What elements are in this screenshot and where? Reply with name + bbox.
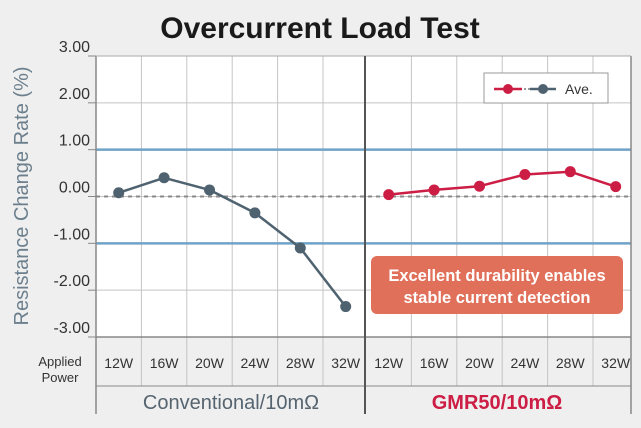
series-line-gmr50 <box>388 170 617 196</box>
data-point-gmr50-20W <box>474 180 485 192</box>
data-point-gmr50-24W <box>519 168 531 180</box>
y-tick-label: -1.00 <box>54 226 91 243</box>
x-tick-label-gmr50: 12W <box>374 355 404 371</box>
annotation-box <box>371 256 623 314</box>
y-tick-labels: 3.00 2.00 1.00 0.00 -1.00 -2.00 -3.00 <box>54 39 91 337</box>
x-tick-label-conventional: 32W <box>331 355 361 371</box>
data-point-gmr50-28W <box>564 166 576 178</box>
y-axis-label: Resistance Change Rate (%) <box>11 66 33 325</box>
data-point-conventional-28W <box>294 242 306 254</box>
data-point-gmr50-16W <box>428 184 440 196</box>
panel-label-conventional: Conventional/10mΩ <box>143 392 319 414</box>
y-tick-label: 1.00 <box>59 133 90 150</box>
panel-label-gmr50: GMR50/10mΩ <box>432 392 563 414</box>
y-tick-label: 0.00 <box>59 180 90 197</box>
y-tick-label: 2.00 <box>59 86 90 103</box>
x-tick-label-gmr50: 16W <box>420 355 450 371</box>
y-tick-label: -3.00 <box>54 320 91 337</box>
x-tick-label-gmr50: 32W <box>601 355 631 371</box>
x-tick-label-gmr50: 20W <box>465 355 495 371</box>
x-tick-label-conventional: 16W <box>150 355 180 371</box>
legend-marker-conventional <box>538 84 548 94</box>
annotation-line-1: Excellent durability enables <box>388 267 605 285</box>
data-point-gmr50-32W <box>610 181 622 193</box>
x-tick-label-conventional: 20W <box>195 355 225 371</box>
chart-title: Overcurrent Load Test <box>160 12 480 45</box>
data-point-conventional-12W <box>113 187 125 199</box>
annotation-line-2: stable current detection <box>403 289 590 307</box>
annotation-callout: Excellent durability enables stable curr… <box>371 256 623 314</box>
x-axis-title-line-1: Applied <box>38 354 81 369</box>
legend-marker-gmr50 <box>503 84 513 94</box>
x-tick-label-conventional: 12W <box>104 355 134 371</box>
legend: Ave. <box>483 72 609 104</box>
y-tick-label: 3.00 <box>59 39 90 56</box>
legend-label: Ave. <box>565 81 593 97</box>
y-tick-label: -2.00 <box>54 273 91 290</box>
data-point-conventional-24W <box>249 207 261 219</box>
x-tick-label-gmr50: 28W <box>556 355 586 371</box>
data-point-conventional-16W <box>158 172 170 184</box>
series-layer <box>113 166 622 313</box>
data-point-conventional-32W <box>340 301 352 313</box>
x-tick-label-gmr50: 24W <box>511 355 541 371</box>
data-point-gmr50-12W <box>383 189 395 201</box>
data-point-conventional-20W <box>204 184 215 196</box>
x-tick-label-conventional: 28W <box>286 355 316 371</box>
series-line-conventional <box>118 176 347 308</box>
x-axis-title-line-2: Power <box>42 370 80 385</box>
x-tick-labels: 12W 16W 20W 24W 28W 32W 12W 16W 20W 24W 28W 32W <box>104 355 631 371</box>
x-tick-label-conventional: 24W <box>241 355 271 371</box>
